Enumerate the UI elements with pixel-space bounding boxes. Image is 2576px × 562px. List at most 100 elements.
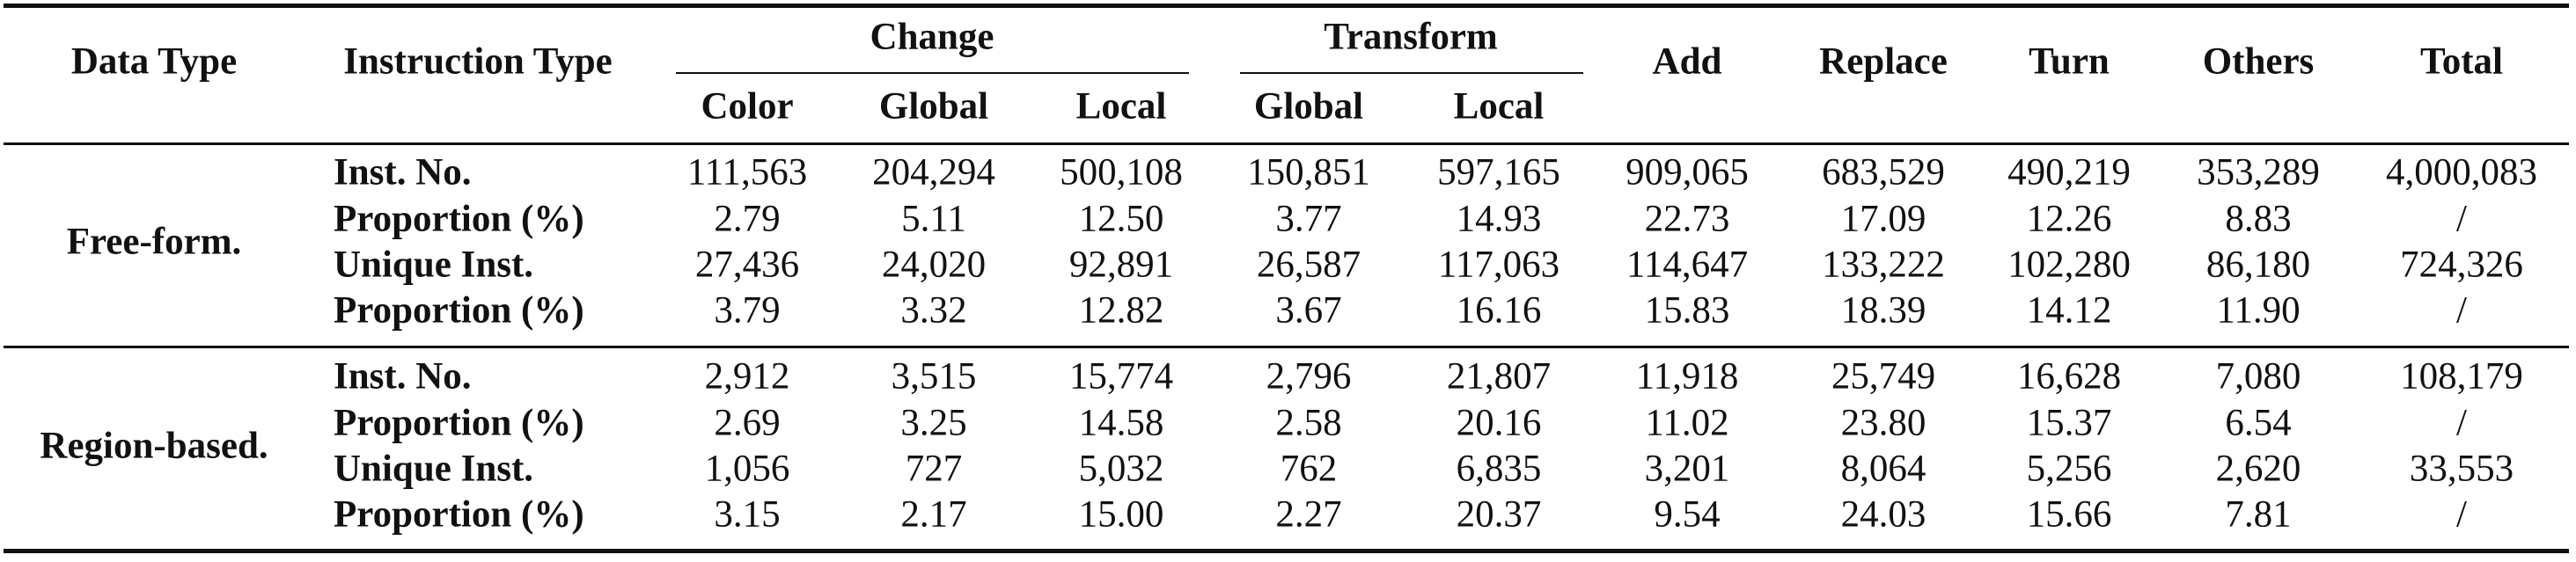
top-rule bbox=[4, 4, 2569, 8]
cell-replace: 18.39 bbox=[1840, 289, 1926, 332]
cell-change-global: 3.32 bbox=[900, 289, 967, 332]
cell-change-local: 5,032 bbox=[1078, 448, 1164, 490]
cell-change-color: 2.79 bbox=[714, 198, 781, 240]
cell-transform-local: 597,165 bbox=[1437, 151, 1560, 193]
section-label-region-based: Region-based. bbox=[40, 425, 268, 467]
cell-others: 11.90 bbox=[2216, 289, 2301, 332]
cell-change-local: 15,774 bbox=[1068, 355, 1174, 398]
cell-total: / bbox=[2456, 402, 2467, 444]
cell-transform-global: 26,587 bbox=[1256, 244, 1361, 286]
row-label: Inst. No. bbox=[334, 151, 472, 193]
row-label: Proportion (%) bbox=[334, 493, 584, 536]
cell-transform-local: 20.37 bbox=[1456, 493, 1542, 536]
cell-turn: 15.66 bbox=[2026, 493, 2112, 536]
cell-total: 108,179 bbox=[2400, 355, 2523, 398]
cell-change-global: 727 bbox=[905, 448, 963, 490]
cell-change-global: 2.17 bbox=[900, 493, 967, 536]
change-group-underline bbox=[676, 72, 1189, 74]
cell-turn: 12.26 bbox=[2026, 198, 2112, 240]
row-label: Unique Inst. bbox=[334, 244, 534, 286]
cell-turn: 16,628 bbox=[2016, 355, 2122, 398]
cell-change-color: 3.79 bbox=[714, 289, 781, 332]
cell-replace: 133,222 bbox=[1822, 244, 1945, 286]
cell-change-color: 27,436 bbox=[694, 244, 800, 286]
subheader-transform-global: Global bbox=[1253, 85, 1364, 128]
cell-change-local: 12.50 bbox=[1078, 198, 1164, 240]
cell-replace: 8,064 bbox=[1840, 448, 1926, 490]
cell-transform-global: 2.27 bbox=[1275, 493, 1342, 536]
header-turn: Turn bbox=[2029, 40, 2110, 83]
cell-total: 4,000,083 bbox=[2386, 151, 2537, 193]
transform-group-underline bbox=[1240, 72, 1583, 74]
cell-transform-local: 14.93 bbox=[1456, 198, 1542, 240]
cell-total: 724,326 bbox=[2400, 244, 2523, 286]
section-label-free-form: Free-form. bbox=[66, 221, 242, 263]
header-data-type: Data Type bbox=[70, 40, 238, 83]
cell-transform-local: 6,835 bbox=[1456, 448, 1542, 490]
row-label: Proportion (%) bbox=[334, 289, 584, 332]
cell-transform-local: 21,807 bbox=[1446, 355, 1552, 398]
header-total: Total bbox=[2420, 40, 2503, 83]
cell-others: 6.54 bbox=[2225, 402, 2292, 444]
section-separator-rule bbox=[4, 346, 2569, 348]
cell-change-global: 3,515 bbox=[891, 355, 977, 398]
cell-transform-global: 762 bbox=[1280, 448, 1338, 490]
cell-change-color: 2,912 bbox=[704, 355, 790, 398]
cell-add: 114,647 bbox=[1626, 244, 1749, 286]
cell-change-global: 5.11 bbox=[901, 198, 966, 240]
cell-replace: 25,749 bbox=[1831, 355, 1936, 398]
cell-change-local: 15.00 bbox=[1078, 493, 1164, 536]
cell-turn: 102,280 bbox=[2007, 244, 2131, 286]
cell-turn: 490,219 bbox=[2007, 151, 2131, 193]
subheader-change-global: Global bbox=[878, 85, 989, 128]
cell-others: 8.83 bbox=[2225, 198, 2292, 240]
cell-others: 2,620 bbox=[2215, 448, 2301, 490]
cell-add: 15.83 bbox=[1644, 289, 1730, 332]
cell-change-local: 12.82 bbox=[1078, 289, 1164, 332]
cell-transform-global: 2.58 bbox=[1275, 402, 1342, 444]
cell-turn: 15.37 bbox=[2026, 402, 2112, 444]
row-label: Proportion (%) bbox=[334, 198, 584, 240]
cell-add: 909,065 bbox=[1626, 151, 1749, 193]
cell-replace: 17.09 bbox=[1840, 198, 1926, 240]
row-label: Inst. No. bbox=[334, 355, 472, 398]
cell-change-color: 111,563 bbox=[686, 151, 808, 193]
bottom-rule bbox=[4, 549, 2569, 553]
cell-change-local: 500,108 bbox=[1060, 151, 1183, 193]
header-others: Others bbox=[2202, 40, 2315, 83]
cell-add: 3,201 bbox=[1644, 448, 1730, 490]
cell-replace: 683,529 bbox=[1822, 151, 1945, 193]
cell-add: 22.73 bbox=[1644, 198, 1730, 240]
cell-change-color: 2.69 bbox=[714, 402, 781, 444]
cell-change-global: 3.25 bbox=[900, 402, 967, 444]
cell-total: / bbox=[2456, 289, 2467, 332]
cell-others: 353,289 bbox=[2197, 151, 2320, 193]
cell-transform-local: 16.16 bbox=[1456, 289, 1542, 332]
cell-add: 11.02 bbox=[1645, 402, 1729, 444]
cell-add: 9.54 bbox=[1654, 493, 1721, 536]
cell-transform-local: 20.16 bbox=[1456, 402, 1542, 444]
cell-total: / bbox=[2456, 493, 2467, 536]
cell-change-local: 92,891 bbox=[1068, 244, 1174, 286]
cell-transform-global: 3.67 bbox=[1275, 289, 1342, 332]
cell-change-global: 24,020 bbox=[881, 244, 987, 286]
cell-turn: 5,256 bbox=[2026, 448, 2112, 490]
subheader-transform-local: Local bbox=[1453, 85, 1545, 128]
header-replace: Replace bbox=[1819, 40, 1948, 83]
cell-total: 33,553 bbox=[2409, 448, 2514, 490]
row-label: Proportion (%) bbox=[334, 402, 584, 444]
header-instruction-type: Instruction Type bbox=[343, 40, 613, 83]
row-label: Unique Inst. bbox=[334, 448, 534, 490]
cell-transform-global: 3.77 bbox=[1275, 198, 1342, 240]
cell-change-local: 14.58 bbox=[1078, 402, 1164, 444]
subheader-change-color: Color bbox=[701, 85, 794, 128]
header-group-change: Change bbox=[870, 16, 994, 58]
cell-replace: 23.80 bbox=[1840, 402, 1926, 444]
cell-transform-global: 150,851 bbox=[1247, 151, 1370, 193]
cell-transform-local: 117,063 bbox=[1437, 244, 1560, 286]
cell-change-color: 3.15 bbox=[714, 493, 781, 536]
cell-replace: 24.03 bbox=[1840, 493, 1926, 536]
header-group-transform: Transform bbox=[1324, 16, 1498, 58]
cell-others: 86,180 bbox=[2205, 244, 2311, 286]
cell-total: / bbox=[2456, 198, 2467, 240]
